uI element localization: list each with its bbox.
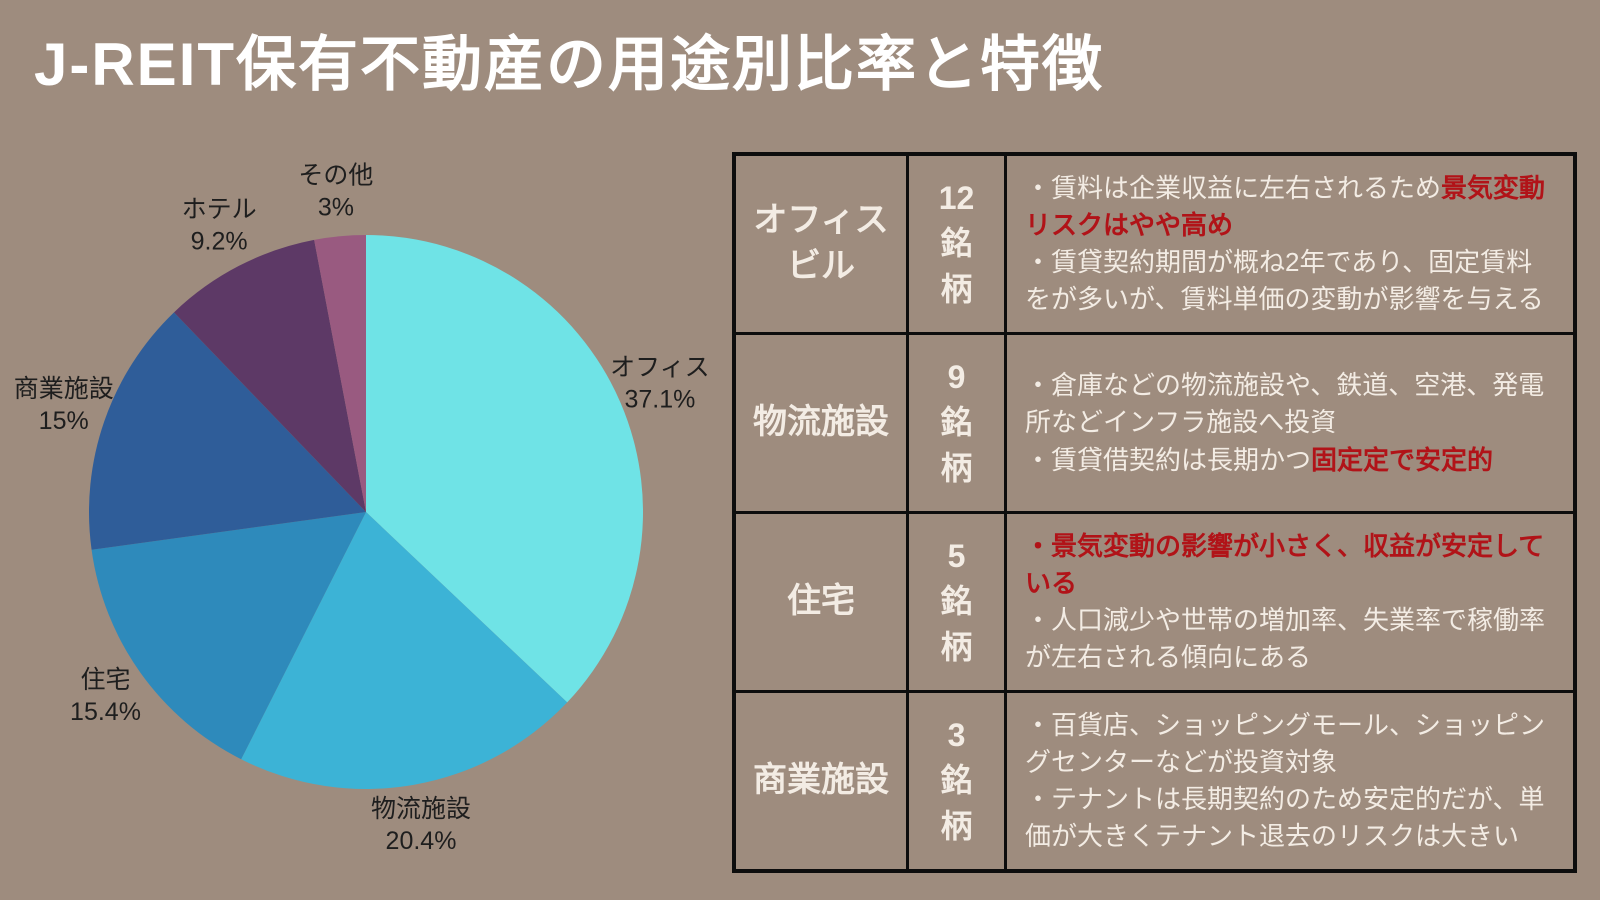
bullet-line: ・賃貸借契約は長期かつ固定定で安定的 (1025, 442, 1493, 479)
bullet-text: ・賃貸借契約は長期かつ (1025, 444, 1312, 475)
count-line: 5 (947, 537, 966, 574)
pie-chart: オフィス 37.1% 物流施設 20.4% 住宅 15.4% 商業施設 15% ホテル 9.2% そ… (14, 161, 710, 855)
count-line: 銘 (940, 583, 973, 620)
count-line: 銘 (940, 762, 973, 799)
category-cell-logistics: 物流施設 (736, 335, 906, 511)
count-cell-residential: 5 銘 柄 (909, 514, 1004, 690)
bullet-text: ・倉庫などの物流施設や、鉄道、空港、発電所などインフラ施設へ投資 (1025, 370, 1545, 438)
count-line: 3 (947, 716, 966, 753)
bullet-line: ・景気変動の影響が小さく、収益が安定している (1025, 528, 1555, 602)
bullet-line: ・賃料は企業収益に左右されるため景気変動リスクはやや高め (1025, 170, 1555, 244)
category-cell-commercial: 商業施設 (736, 693, 906, 869)
category-label: ビル (787, 247, 855, 285)
count-line: 柄 (940, 628, 973, 665)
count-line: 銘 (940, 404, 973, 441)
red-highlight: 景気変動リスクはやや高め (1025, 172, 1546, 240)
pie-slice-その他 (314, 235, 366, 512)
category-cell-office: オフィス ビル (736, 156, 906, 332)
bullet-text: ・百貨店、ショッピングモール、ショッピングセンターなどが投資対象 (1025, 709, 1546, 777)
page-title: J-REIT保有不動産の用途別比率と特徴 (34, 31, 1105, 98)
category-label: 商業施設 (753, 761, 889, 800)
pie-slice-label-オフィス: オフィス 37.1% (610, 354, 710, 414)
count-line: 銘 (940, 225, 973, 262)
description-cell-residential: ・景気変動の影響が小さく、収益が安定している ・人口減少や世帯の増加率、失業率で… (1007, 514, 1573, 690)
bullet-line: ・百貨店、ショッピングモール、ショッピングセンターなどが投資対象 (1025, 707, 1555, 781)
category-cell-residential: 住宅 (736, 514, 906, 690)
bullet-text: ・テナントは長期契約のため安定的だが、単価が大きくテナント退去のリスクは大きい (1025, 784, 1545, 852)
pie-slice-オフィス (366, 235, 644, 703)
pie-slice-label-商業施設: 商業施設 15% (14, 375, 114, 435)
pie-slice-label-物流施設: 物流施設 20.4% (371, 795, 471, 855)
count-line: 柄 (940, 449, 973, 486)
category-label: 物流施設 (753, 403, 889, 442)
bullet-text: ・賃貸契約期間が概ね2年であり、固定賃料をが多いが、賃料単価の変動が影響を与える (1025, 247, 1544, 315)
count-line: 9 (947, 358, 966, 395)
bullet-line: ・テナントは長期契約のため安定的だが、単価が大きくテナント退去のリスクは大きい (1025, 781, 1555, 855)
pie-slice-ホテル (174, 239, 366, 512)
count-cell-logistics: 9 銘 柄 (909, 335, 1004, 511)
pie-slice-商業施設 (89, 312, 366, 550)
count-line: 12 (938, 179, 975, 216)
description-cell-commercial: ・百貨店、ショッピングモール、ショッピングセンターなどが投資対象 ・テナントは長… (1007, 693, 1573, 869)
red-highlight: 固定定で安定的 (1311, 444, 1494, 475)
description-cell-office: ・賃料は企業収益に左右されるため景気変動リスクはやや高め ・賃貸契約期間が概ね2… (1007, 156, 1573, 332)
bullet-line: ・人口減少や世帯の増加率、失業率で稼働率が左右される傾向にある (1025, 602, 1555, 676)
bullet-line: ・賃貸契約期間が概ね2年であり、固定賃料をが多いが、賃料単価の変動が影響を与える (1025, 244, 1555, 318)
pie-slice-label-その他: その他 3% (298, 161, 373, 221)
bullet-text: ・人口減少や世帯の増加率、失業率で稼働率が左右される傾向にある (1025, 605, 1546, 673)
count-cell-office: 12 銘 柄 (909, 156, 1004, 332)
pie-slice-住宅 (91, 512, 366, 760)
pie-slice-物流施設 (241, 512, 568, 789)
pie-slice-label-住宅: 住宅 15.4% (70, 666, 141, 726)
count-line: 柄 (940, 270, 973, 307)
count-line: 柄 (940, 807, 973, 844)
pie-slice-label-ホテル: ホテル 9.2% (182, 196, 257, 256)
category-label: 住宅 (787, 582, 855, 621)
info-table: オフィス ビル 12 銘 柄 ・賃料は企業収益に左右されるため景気変動リスクはや… (732, 152, 1577, 873)
bullet-text: ・賃料は企業収益に左右されるため (1025, 172, 1442, 203)
description-cell-logistics: ・倉庫などの物流施設や、鉄道、空港、発電所などインフラ施設へ投資 ・賃貸借契約は… (1007, 335, 1573, 511)
red-highlight: ・景気変動の影響が小さく、収益が安定している (1025, 530, 1545, 598)
count-cell-commercial: 3 銘 柄 (909, 693, 1004, 869)
bullet-line: ・倉庫などの物流施設や、鉄道、空港、発電所などインフラ施設へ投資 (1025, 367, 1555, 441)
category-label: オフィス (753, 201, 889, 240)
